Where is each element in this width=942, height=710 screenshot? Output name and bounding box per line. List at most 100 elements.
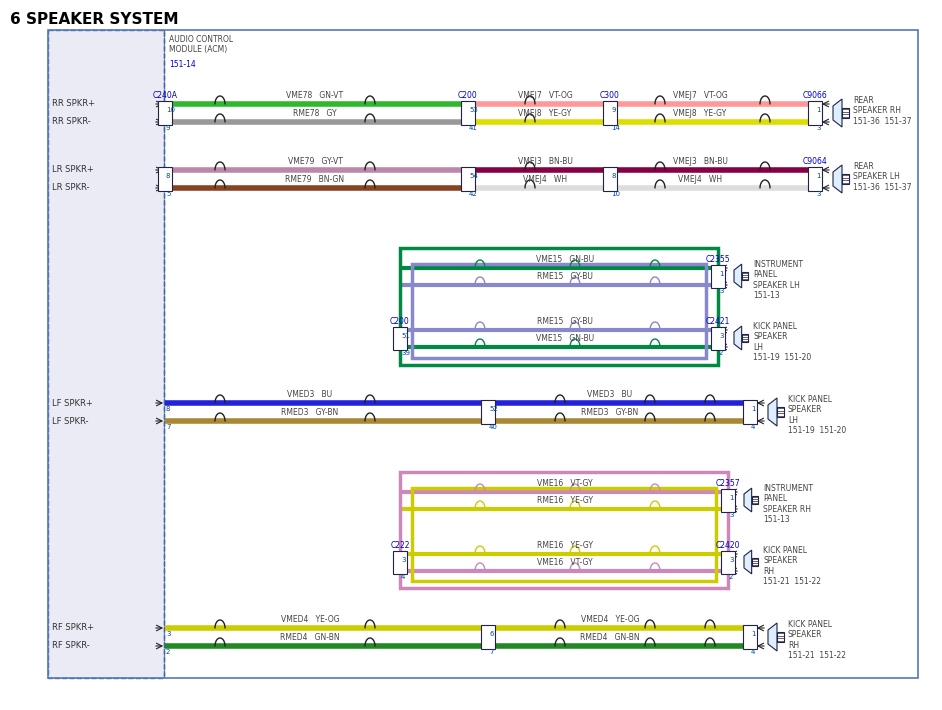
- Text: C222: C222: [390, 541, 410, 550]
- Text: RMED3   GY-BN: RMED3 GY-BN: [581, 408, 639, 417]
- Text: VMEJ7   VT-OG: VMEJ7 VT-OG: [673, 91, 727, 100]
- Text: 1: 1: [729, 495, 734, 501]
- Text: VMEJ4   WH: VMEJ4 WH: [678, 175, 723, 184]
- Text: VME16   VT-GY: VME16 VT-GY: [537, 479, 593, 488]
- Text: INSTRUMENT
PANEL
SPEAKER RH
151-13: INSTRUMENT PANEL SPEAKER RH 151-13: [763, 484, 813, 524]
- Text: C2357: C2357: [716, 479, 740, 488]
- Text: AUDIO CONTROL
MODULE (ACM): AUDIO CONTROL MODULE (ACM): [169, 35, 233, 55]
- Text: RF SPKR+: RF SPKR+: [52, 623, 94, 633]
- Text: 3: 3: [401, 557, 405, 563]
- Text: 151-14: 151-14: [169, 60, 196, 69]
- Text: VME78   GN-VT: VME78 GN-VT: [286, 91, 344, 100]
- Text: LF SPKR+: LF SPKR+: [52, 398, 92, 408]
- Text: VMEJ4   WH: VMEJ4 WH: [523, 175, 567, 184]
- Polygon shape: [768, 398, 777, 426]
- Text: VMED3   BU: VMED3 BU: [287, 390, 333, 399]
- Text: RR SPKR-: RR SPKR-: [52, 117, 90, 126]
- Text: 6: 6: [489, 631, 494, 637]
- Text: KICK PANEL
SPEAKER
LH
151-19  151-20: KICK PANEL SPEAKER LH 151-19 151-20: [753, 322, 811, 362]
- Text: VME15   GN-BU: VME15 GN-BU: [536, 334, 594, 343]
- Text: 3: 3: [719, 333, 723, 339]
- Text: 3: 3: [729, 557, 734, 563]
- Polygon shape: [734, 264, 741, 288]
- Bar: [481, 400, 495, 424]
- Bar: [752, 558, 757, 567]
- Text: 42: 42: [469, 191, 478, 197]
- Text: RMED3   GY-BN: RMED3 GY-BN: [282, 408, 338, 417]
- Text: RF SPKR-: RF SPKR-: [52, 642, 89, 650]
- Text: LR SPKR-: LR SPKR-: [52, 183, 89, 192]
- Text: C2421: C2421: [706, 317, 730, 326]
- Bar: [461, 101, 475, 125]
- Text: C2420: C2420: [716, 541, 740, 550]
- Text: RME15   GY-BU: RME15 GY-BU: [537, 317, 593, 326]
- Text: 2: 2: [729, 574, 734, 580]
- Bar: [743, 400, 757, 424]
- Text: VME79   GY-VT: VME79 GY-VT: [287, 157, 343, 166]
- Text: VMED4   YE-OG: VMED4 YE-OG: [580, 615, 640, 624]
- Text: 4: 4: [401, 574, 405, 580]
- Bar: [842, 174, 849, 184]
- Polygon shape: [744, 488, 752, 512]
- Text: 41: 41: [469, 125, 478, 131]
- Text: 3: 3: [816, 191, 820, 197]
- Text: C240A: C240A: [153, 91, 177, 100]
- Text: 7: 7: [489, 649, 494, 655]
- Text: 1: 1: [816, 173, 820, 179]
- Bar: [412, 264, 706, 358]
- Bar: [393, 551, 407, 574]
- Text: VMEJ3   BN-BU: VMEJ3 BN-BU: [673, 157, 727, 166]
- Text: RME16   YE-GY: RME16 YE-GY: [537, 541, 593, 550]
- Text: 8: 8: [166, 173, 171, 179]
- Text: 10: 10: [166, 107, 175, 113]
- Bar: [412, 488, 716, 581]
- Bar: [743, 625, 757, 649]
- Text: 2: 2: [166, 649, 171, 655]
- Text: C2355: C2355: [706, 255, 730, 264]
- Polygon shape: [744, 550, 752, 574]
- Text: 3: 3: [166, 631, 171, 637]
- Text: VME15   GN-BU: VME15 GN-BU: [536, 255, 594, 264]
- Text: 53: 53: [469, 107, 478, 113]
- Polygon shape: [734, 326, 741, 350]
- Text: 9: 9: [611, 107, 615, 113]
- Text: 3: 3: [816, 125, 820, 131]
- Text: REAR
SPEAKER LH
151-36  151-37: REAR SPEAKER LH 151-36 151-37: [853, 162, 912, 192]
- Text: RMED4   GN-BN: RMED4 GN-BN: [280, 633, 340, 642]
- Text: 1: 1: [719, 271, 723, 277]
- Text: LF SPKR-: LF SPKR-: [52, 417, 89, 425]
- Text: 1: 1: [816, 107, 820, 113]
- Bar: [777, 632, 784, 642]
- Bar: [721, 551, 735, 574]
- Text: RME16   YE-GY: RME16 YE-GY: [537, 496, 593, 505]
- Text: RR SPKR+: RR SPKR+: [52, 99, 95, 109]
- Text: 6 SPEAKER SYSTEM: 6 SPEAKER SYSTEM: [10, 12, 178, 27]
- Text: C200: C200: [390, 317, 410, 326]
- Text: 4: 4: [751, 424, 755, 430]
- Text: VMEJ7   VT-OG: VMEJ7 VT-OG: [517, 91, 573, 100]
- Bar: [158, 101, 172, 125]
- Polygon shape: [833, 165, 842, 193]
- Text: VMEJ3   BN-BU: VMEJ3 BN-BU: [517, 157, 573, 166]
- Text: INSTRUMENT
PANEL
SPEAKER LH
151-13: INSTRUMENT PANEL SPEAKER LH 151-13: [753, 260, 803, 300]
- Text: 10: 10: [611, 191, 620, 197]
- Polygon shape: [768, 623, 777, 651]
- Text: 3: 3: [719, 288, 723, 294]
- Bar: [603, 167, 617, 191]
- Text: 1: 1: [751, 631, 755, 637]
- Text: C9064: C9064: [803, 157, 827, 166]
- Text: LR SPKR+: LR SPKR+: [52, 165, 94, 175]
- Bar: [777, 407, 784, 417]
- Text: 2: 2: [719, 350, 723, 356]
- Text: 54: 54: [469, 173, 478, 179]
- Text: VMED3   BU: VMED3 BU: [588, 390, 633, 399]
- Polygon shape: [833, 99, 842, 127]
- Text: C200: C200: [458, 91, 478, 100]
- Text: C300: C300: [600, 91, 620, 100]
- Bar: [752, 496, 757, 504]
- Bar: [400, 248, 718, 365]
- Text: RMED4   GN-BN: RMED4 GN-BN: [580, 633, 640, 642]
- Bar: [393, 327, 407, 350]
- Text: 8: 8: [611, 173, 615, 179]
- Bar: [808, 167, 822, 191]
